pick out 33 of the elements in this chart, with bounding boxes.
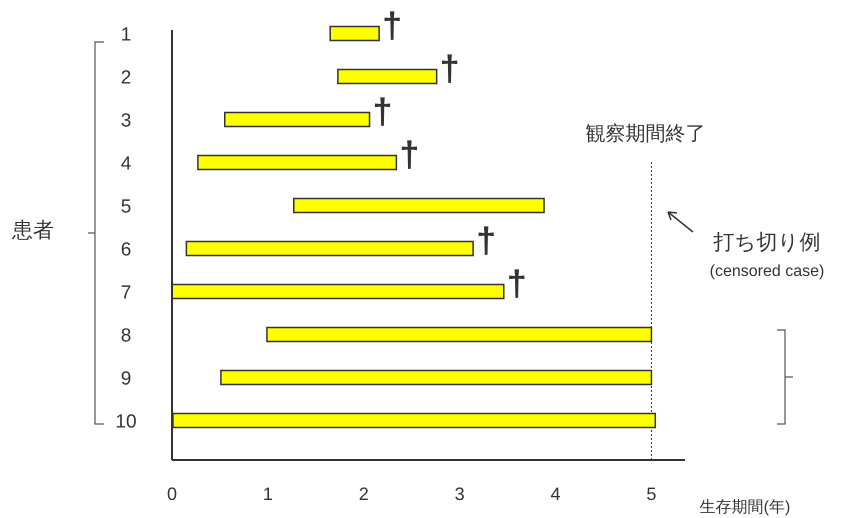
x-tick-label: 3 [454,484,465,504]
bar [337,68,438,84]
y-tick-label: 1 [120,24,132,46]
bar [329,26,380,42]
text: (censored case) [710,263,824,280]
text: 打ち切り例 [712,231,820,254]
y-tick-label: 4 [120,154,132,174]
y-tick-label: 8 [120,326,132,346]
y-tick-label: 3 [120,110,132,132]
y-tick-label: 9 [120,368,132,390]
x-tick-label: 0 [166,484,178,504]
y-tick-label: 6 [120,240,132,260]
bar [186,240,474,256]
y-tick-label: 7 [120,282,132,304]
annotation: † [476,220,496,260]
y-tick-label: 5 [120,196,132,218]
annotation: † [506,262,527,304]
bar [224,112,370,128]
annotation: † [399,134,420,174]
bar [197,154,398,170]
x-axis-title: 生存期間(年) [700,498,790,516]
bar [293,198,545,214]
x-tick-label: 5 [646,484,656,504]
y-tick-label: 10 [115,412,137,432]
annotation: † [440,48,460,88]
x-tick-label: 1 [262,484,273,504]
y-tick-label: 2 [120,68,132,88]
annotation: † [372,90,393,132]
x-tick-label: 2 [358,484,369,504]
x-tick-label: 4 [550,484,561,504]
y-axis-title: 患者 [11,219,54,242]
annotation: † [382,4,402,46]
ref-line-label: 観察期間終了 [585,123,706,145]
